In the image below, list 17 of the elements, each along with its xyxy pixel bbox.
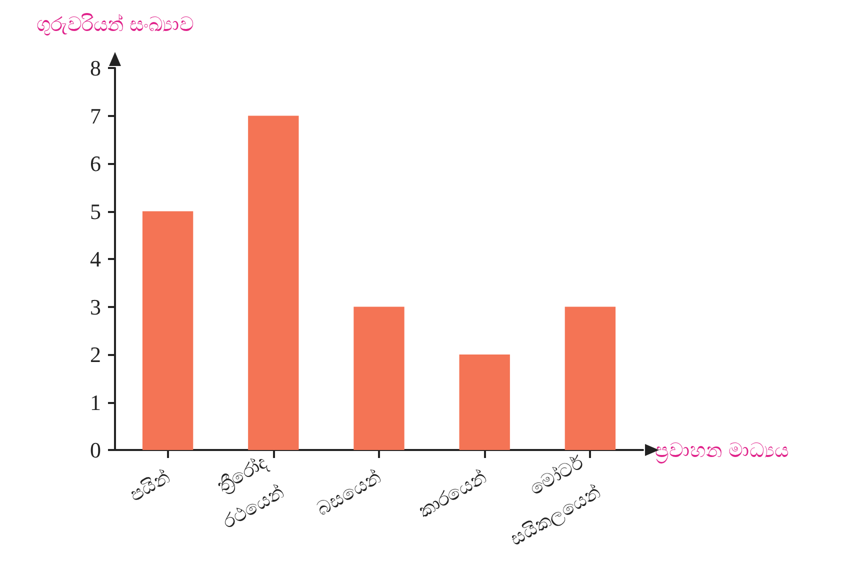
y-tick-label: 2 bbox=[90, 342, 101, 367]
bar bbox=[248, 116, 299, 450]
y-axis-title: ගුරුවරියන් සංඛ්‍යාව bbox=[36, 12, 194, 36]
y-tick-label: 6 bbox=[90, 151, 101, 176]
x-axis-title: ප්‍රවාහන මාධ්‍යය bbox=[655, 438, 788, 464]
y-tick-label: 3 bbox=[90, 294, 101, 320]
bar bbox=[564, 306, 616, 450]
x-tick-label: පයින් bbox=[126, 466, 174, 507]
y-tick-label: 0 bbox=[90, 438, 101, 462]
bar bbox=[459, 354, 510, 450]
y-tick-label: 7 bbox=[90, 103, 101, 128]
y-tick-label: 5 bbox=[90, 198, 101, 224]
y-tick-label: 1 bbox=[90, 390, 101, 415]
bar bbox=[354, 306, 404, 450]
y-tick-label: 4 bbox=[90, 246, 101, 272]
y-tick-label: 8 bbox=[90, 56, 101, 80]
bar bbox=[142, 211, 194, 450]
